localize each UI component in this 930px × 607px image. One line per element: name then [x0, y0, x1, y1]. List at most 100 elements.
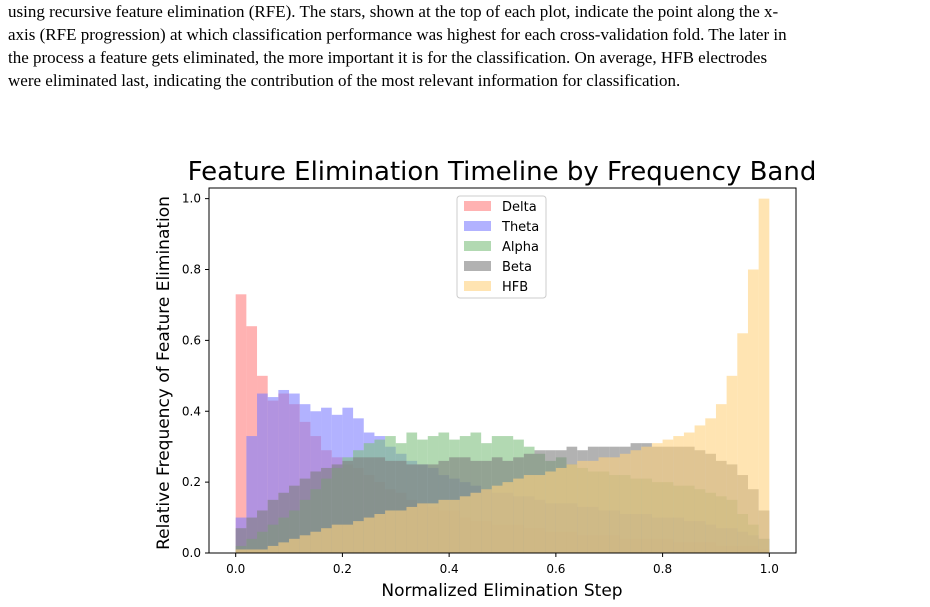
bar-hfb	[555, 467, 567, 553]
x-axis-label: Normalized Elimination Step	[381, 581, 622, 601]
bar-hfb	[363, 517, 375, 553]
bar-hfb	[374, 514, 386, 553]
bar-hfb	[609, 457, 620, 553]
bar-theta	[257, 393, 268, 553]
bar-hfb	[534, 475, 546, 553]
caption-line: axis (RFE progression) at which classifi…	[8, 25, 787, 44]
bar-hfb	[257, 549, 268, 553]
plot-frame	[208, 187, 797, 554]
y-tick-label: 1.0	[182, 192, 201, 206]
bar-hfb	[438, 499, 450, 553]
y-tick-label: 0.2	[182, 475, 201, 489]
bar-beta	[257, 510, 268, 553]
y-tick-label: 0.8	[182, 263, 201, 277]
y-tick-label: 0.4	[182, 404, 201, 418]
chart-title: Feature Elimination Timeline by Frequenc…	[188, 157, 817, 187]
bar-hfb	[683, 432, 695, 553]
bar-beta	[374, 457, 386, 553]
bar-beta	[363, 457, 375, 553]
bar-hfb	[246, 549, 258, 553]
figure-caption: using recursive feature elimination (RFE…	[8, 0, 918, 92]
bar-hfb	[673, 436, 684, 553]
legend: Delta Theta Alpha Beta HFB	[456, 195, 547, 299]
y-axis: 0.0 0.2 0.4 0.6 0.8 1.0	[182, 192, 209, 560]
bar-beta	[395, 460, 407, 553]
histogram-bars	[235, 198, 770, 553]
x-tick-label: 0.2	[333, 562, 352, 576]
bar-hfb	[662, 439, 674, 553]
bar-hfb	[278, 542, 290, 553]
bar-beta	[278, 492, 290, 553]
caption-line: the process a feature gets eliminated, t…	[8, 48, 768, 67]
bar-hfb	[545, 471, 556, 553]
bar-hfb	[619, 453, 631, 553]
bar-beta	[299, 478, 311, 553]
caption-line: using recursive feature elimination (RFE…	[8, 2, 779, 21]
y-tick-label: 0.6	[182, 333, 201, 347]
bar-hfb	[481, 489, 492, 553]
bar-beta	[246, 517, 258, 553]
legend-swatch	[464, 201, 491, 211]
bar-hfb	[310, 531, 322, 553]
bar-hfb	[651, 443, 663, 553]
y-axis-label: Relative Frequency of Feature Eliminatio…	[154, 196, 174, 550]
bar-hfb	[289, 538, 300, 553]
bar-beta	[331, 464, 343, 553]
bar-hfb	[726, 375, 738, 553]
legend-label: Beta	[502, 260, 532, 275]
bar-beta	[321, 467, 332, 553]
bar-hfb	[502, 482, 514, 553]
bar-hfb	[630, 450, 642, 553]
x-tick-label: 0.4	[440, 562, 459, 576]
bar-hfb	[449, 499, 460, 553]
bar-hfb	[513, 478, 524, 553]
bar-beta	[342, 460, 354, 553]
y-tick-label: 0.0	[182, 546, 201, 560]
x-axis: 0.0 0.2 0.4 0.6 0.8 1.0	[226, 553, 779, 576]
bar-beta	[310, 471, 322, 553]
bar-hfb	[427, 503, 439, 553]
x-tick-label: 1.0	[760, 562, 779, 576]
legend-swatch	[464, 221, 491, 231]
bar-hfb	[523, 475, 535, 553]
bar-hfb	[737, 333, 748, 553]
bar-hfb	[598, 457, 610, 553]
legend-label: Alpha	[502, 240, 539, 255]
bar-hfb	[747, 269, 759, 553]
bar-hfb	[385, 510, 396, 553]
bar-hfb	[235, 549, 247, 553]
bar-hfb	[406, 506, 418, 553]
bar-theta	[278, 389, 290, 553]
bar-hfb	[299, 535, 311, 553]
bar-hfb	[491, 485, 503, 553]
bar-hfb	[758, 198, 770, 553]
bar-hfb	[342, 524, 354, 553]
legend-swatch	[464, 261, 491, 271]
x-tick-label: 0.0	[226, 562, 245, 576]
x-tick-label: 0.6	[546, 562, 565, 576]
bar-delta	[235, 294, 247, 553]
bar-hfb	[587, 460, 599, 553]
bar-theta	[289, 393, 300, 553]
bar-beta	[385, 460, 396, 553]
bar-beta	[235, 528, 247, 553]
bar-hfb	[459, 496, 471, 553]
bar-hfb	[353, 521, 364, 553]
bar-beta	[289, 485, 300, 553]
bar-theta	[267, 397, 279, 553]
legend-label: Delta	[502, 200, 537, 215]
bar-hfb	[417, 503, 428, 553]
bar-hfb	[267, 545, 279, 553]
bar-beta	[267, 499, 279, 553]
bar-hfb	[694, 425, 706, 553]
legend-swatch	[464, 281, 491, 291]
bar-hfb	[470, 492, 482, 553]
legend-label: HFB	[502, 280, 528, 295]
legend-swatch	[464, 241, 491, 251]
bar-hfb	[321, 528, 332, 553]
bar-hfb	[577, 460, 588, 553]
bar-theta	[246, 436, 258, 553]
caption-line: were eliminated last, indicating the con…	[8, 71, 681, 90]
bar-hfb	[395, 510, 407, 553]
